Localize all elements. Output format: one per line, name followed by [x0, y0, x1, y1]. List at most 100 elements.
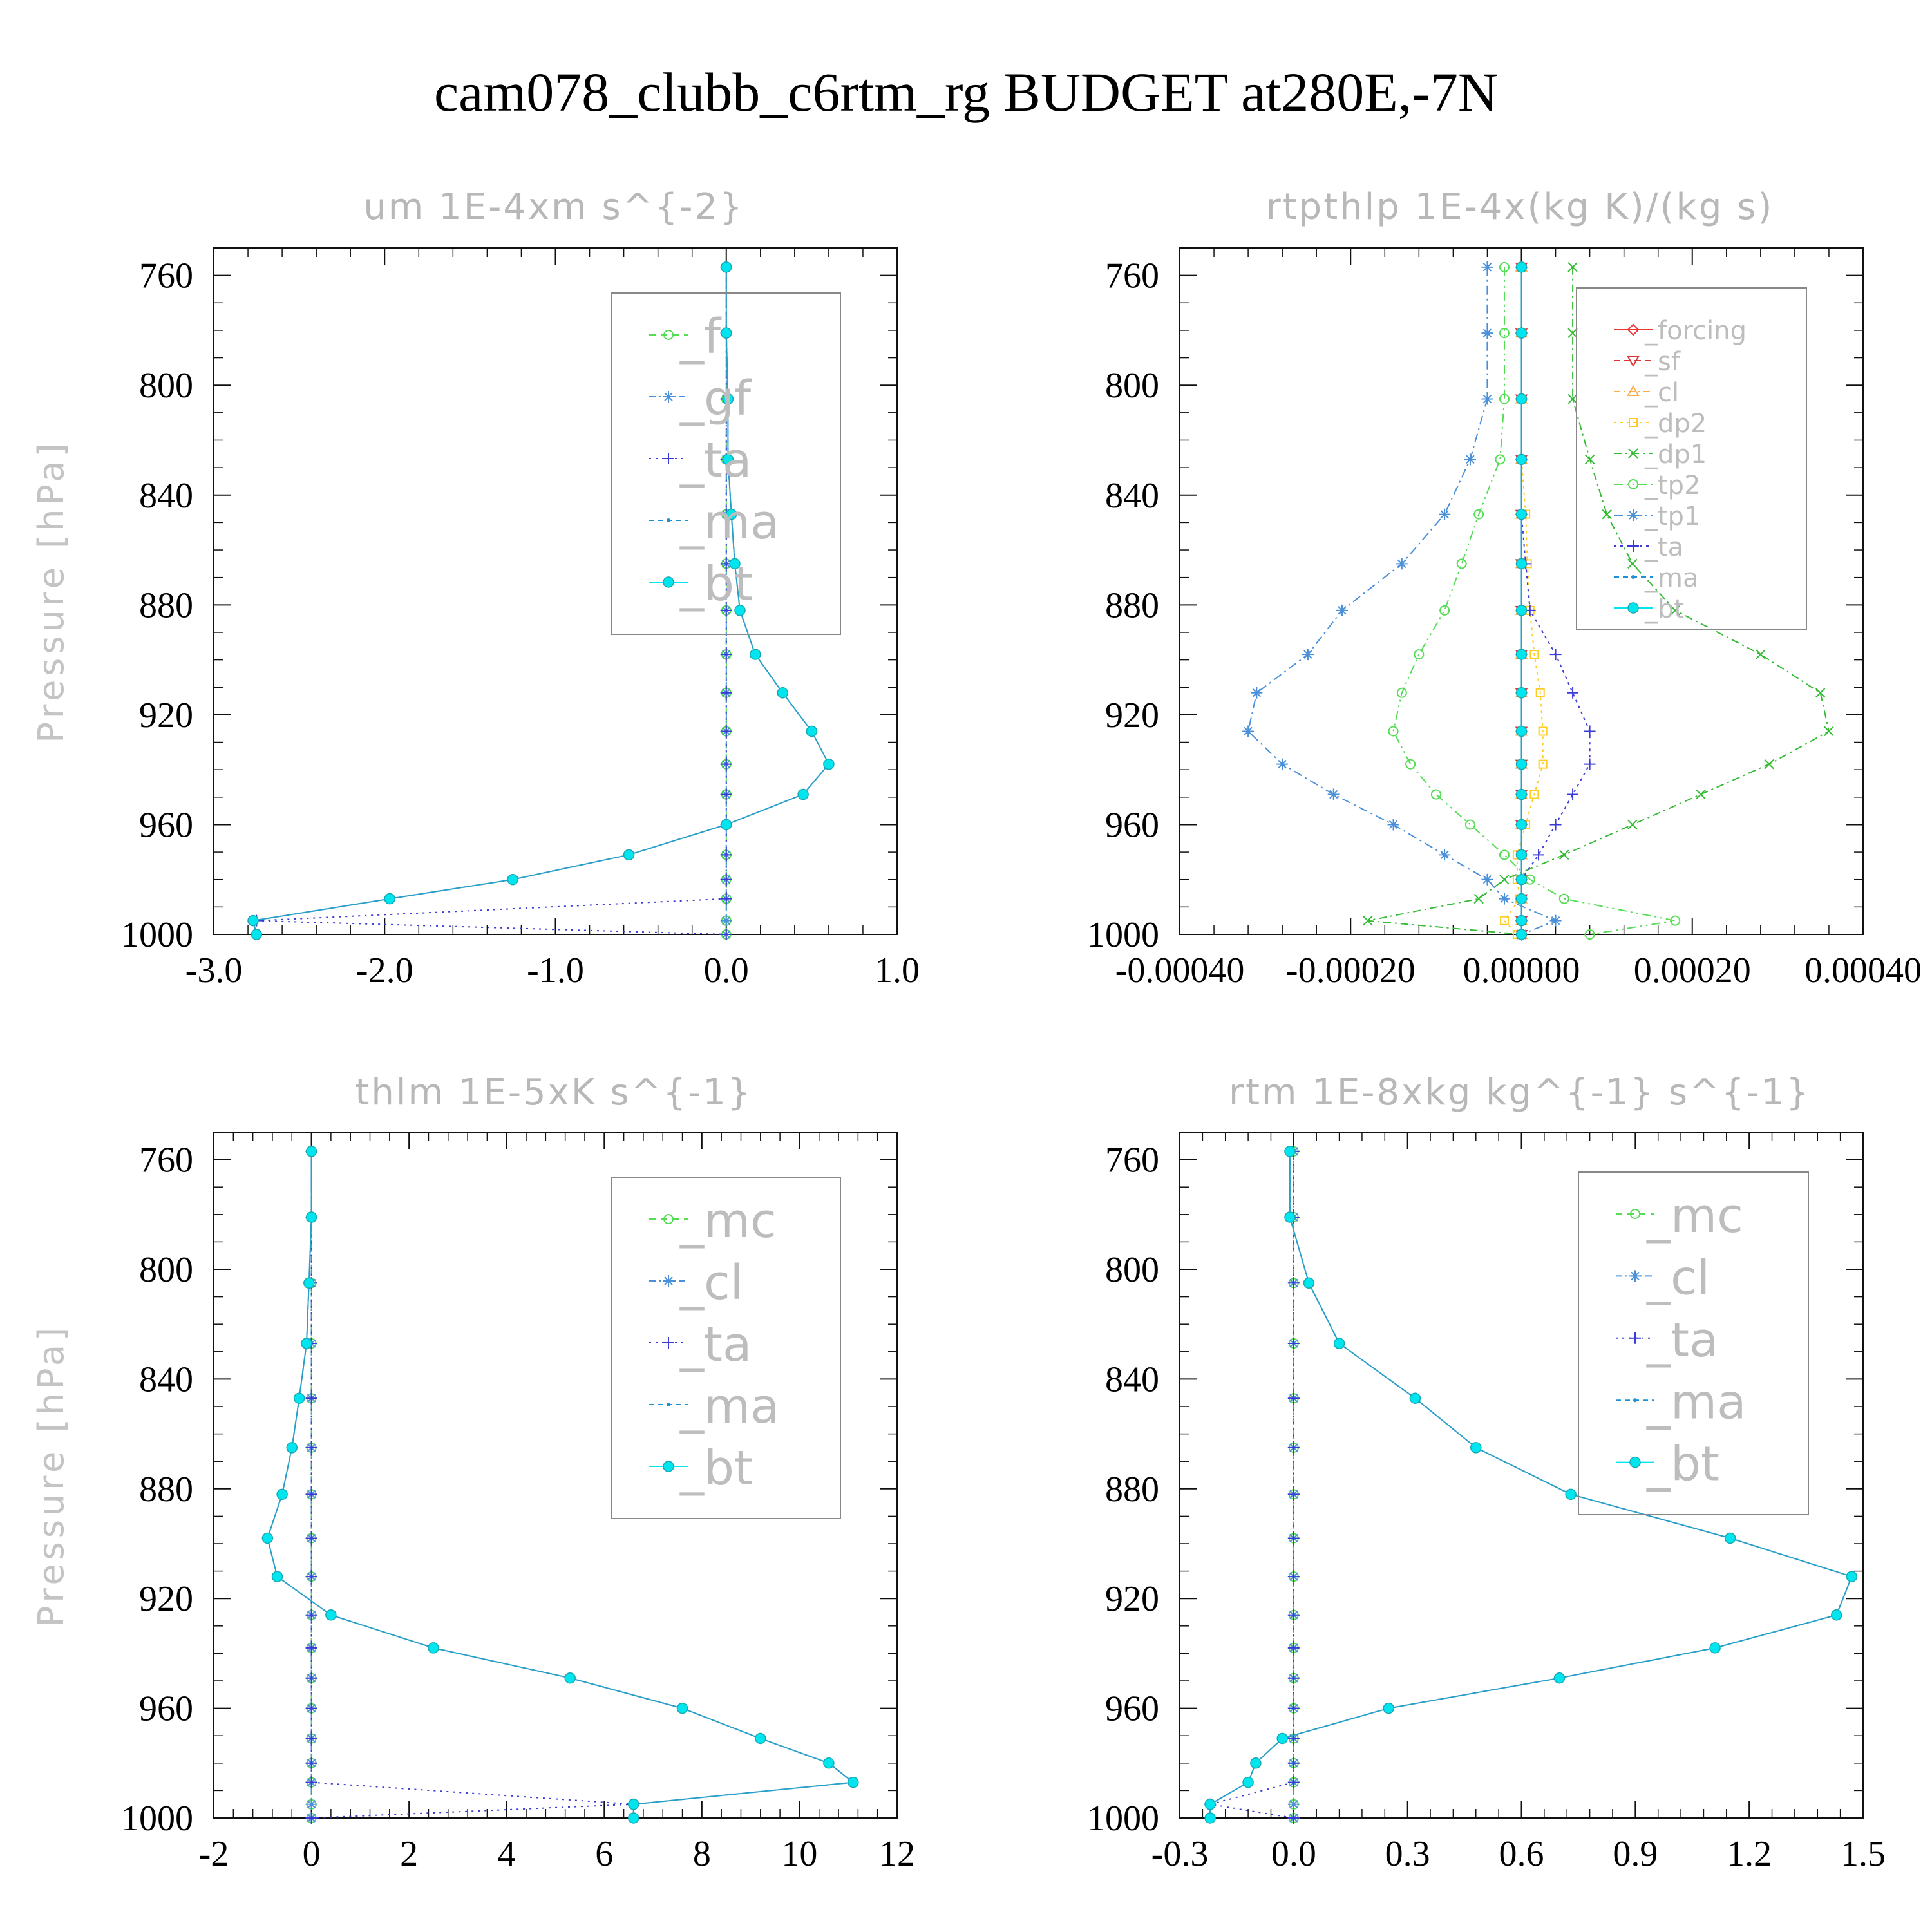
data-point	[720, 849, 732, 861]
y-tick-label: 800	[1105, 366, 1159, 406]
legend-item: _ta	[649, 1317, 752, 1372]
legend-label: _ma	[1644, 564, 1698, 593]
data-point	[1276, 758, 1289, 770]
y-tick-label: 840	[1105, 1359, 1159, 1399]
data-point	[1439, 605, 1450, 616]
y-tick-label: 1000	[1087, 1799, 1159, 1839]
y-tick-label: 960	[1105, 1689, 1159, 1729]
data-point	[1499, 916, 1509, 925]
x-tick-label: 8	[693, 1834, 711, 1874]
legend-label: _sf	[1644, 347, 1681, 377]
data-point	[1515, 758, 1528, 770]
data-point	[1287, 1338, 1300, 1350]
x-tick-label: 0.00040	[1804, 951, 1922, 990]
legend-marker	[663, 391, 674, 402]
data-point	[1515, 508, 1528, 520]
data-point	[1302, 649, 1314, 661]
y-axis-label: Pressure [hPa]	[31, 1323, 71, 1627]
data-point	[1627, 819, 1638, 830]
data-point	[1549, 649, 1562, 661]
y-axis-label: Pressure [hPa]	[31, 439, 71, 743]
data-point	[1584, 454, 1595, 465]
series-line	[310, 1151, 634, 1819]
data-point	[1515, 929, 1528, 940]
data-point	[1499, 328, 1510, 339]
legend: _f _gf _ta _ma _bt	[611, 292, 841, 635]
data-point	[305, 1776, 317, 1788]
legend-marker	[1631, 575, 1635, 579]
x-tick-label: 10	[781, 1834, 817, 1874]
data-point	[1287, 1776, 1300, 1788]
legend-marker	[1633, 1398, 1637, 1403]
data-point	[722, 453, 734, 466]
legend-marker	[1629, 1456, 1641, 1468]
data-point	[1481, 327, 1493, 339]
data-point	[1250, 1757, 1262, 1769]
legend-item: _gf	[649, 371, 752, 426]
y-tick-label: 800	[1105, 1250, 1159, 1290]
data-point	[1414, 649, 1425, 660]
data-point	[720, 725, 732, 737]
data-point	[720, 929, 732, 940]
data-point	[720, 914, 732, 927]
data-point	[1481, 261, 1493, 273]
data-point	[1565, 1488, 1577, 1501]
data-point	[305, 1146, 317, 1157]
x-tick-label: 0.6	[1499, 1834, 1544, 1874]
y-tick-label: 880	[139, 1470, 193, 1510]
data-point	[1627, 558, 1638, 569]
data-point	[1724, 1532, 1736, 1544]
data-point	[722, 393, 734, 405]
legend-item: _tp2	[1614, 471, 1701, 500]
legend-label: _ma	[679, 495, 779, 550]
data-point	[1499, 875, 1510, 885]
series-bt	[261, 1146, 859, 1824]
data-point	[1535, 688, 1545, 697]
data-point	[1287, 1757, 1300, 1769]
legend-label: _dp1	[1644, 440, 1707, 469]
legend-marker	[1629, 418, 1638, 427]
data-point	[1515, 849, 1528, 861]
data-point	[1538, 759, 1548, 769]
data-point	[1204, 1798, 1216, 1810]
data-point	[623, 849, 635, 861]
data-point	[1387, 819, 1399, 831]
data-point	[1363, 915, 1373, 926]
data-point	[1515, 819, 1528, 831]
x-tick-label: -2.0	[356, 951, 413, 990]
data-point	[1284, 1146, 1296, 1157]
data-point	[1396, 558, 1408, 570]
y-tick-label: 840	[139, 476, 193, 516]
legend-marker	[1629, 1270, 1641, 1282]
chart-panels: um 1E-4xm s^{-2} Pressure [hPa] -3.0 -2.0 -1…	[31, 186, 1922, 1874]
data-point	[1670, 605, 1680, 616]
x-tick-label: 4	[498, 1834, 516, 1874]
legend-label: _gf	[679, 371, 752, 426]
legend-box	[1576, 287, 1807, 630]
legend-label: _ma	[1646, 1374, 1746, 1430]
legend-item: _ta	[1614, 533, 1683, 562]
data-point	[305, 1642, 317, 1654]
data-point	[1567, 393, 1578, 404]
legend-marker	[1627, 602, 1639, 614]
data-point	[1515, 914, 1528, 927]
legend-label: _forcing	[1644, 316, 1747, 346]
data-point	[1602, 509, 1612, 520]
data-point	[848, 1776, 859, 1788]
legend-marker	[663, 1337, 674, 1349]
data-point	[1242, 1776, 1254, 1788]
series-bt	[1515, 261, 1528, 940]
y-tick-label: 840	[139, 1359, 193, 1399]
legend-item: _dp2	[1614, 409, 1707, 439]
legend-item: _dp1	[1614, 440, 1707, 469]
legend-marker	[663, 1275, 674, 1287]
data-point	[1287, 1702, 1300, 1714]
panel-title: thlm 1E-5xK s^{-1}	[355, 1072, 752, 1113]
data-point	[777, 687, 789, 699]
legend-box	[611, 1177, 841, 1519]
legend-label: _tp1	[1644, 502, 1701, 531]
y-axis-label: Pressure [hPa]	[31, 439, 71, 743]
y-tick-label: 760	[139, 256, 193, 296]
legend-item: _ma	[649, 495, 779, 550]
